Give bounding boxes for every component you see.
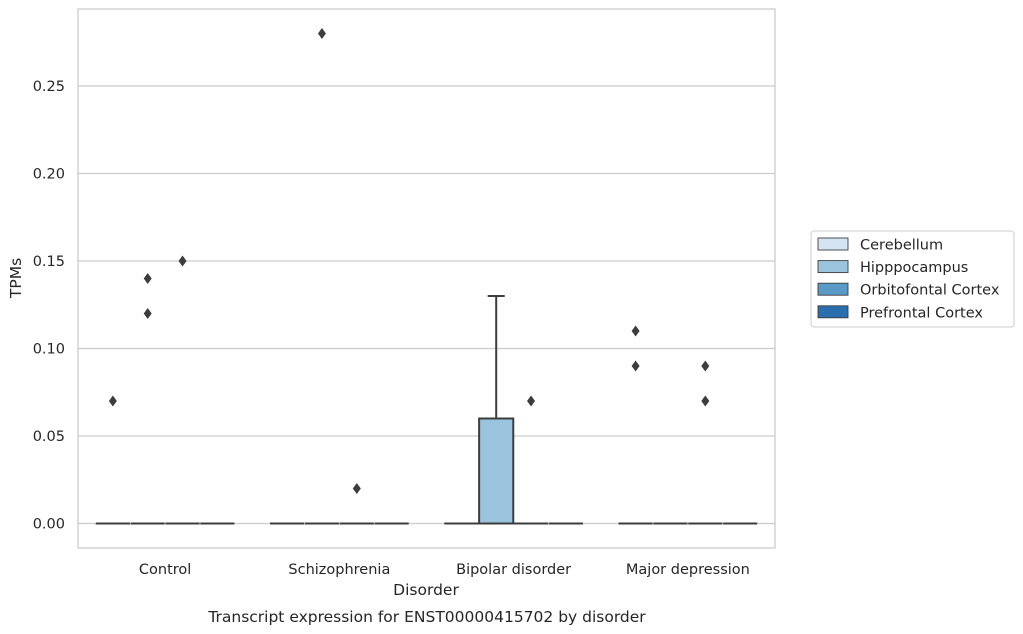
box-group bbox=[478, 295, 515, 525]
outlier-point bbox=[631, 325, 640, 337]
legend-frame bbox=[810, 230, 1015, 328]
y-tick-label: 0.05 bbox=[33, 429, 65, 445]
chart-caption: Transcript expression for ENST0000041570… bbox=[207, 608, 646, 626]
outlier-point bbox=[108, 395, 117, 407]
legend: Cerebellum Hipppocampus Orbitofontal Corte… bbox=[810, 230, 1015, 328]
box-group bbox=[339, 483, 374, 525]
outlier-point bbox=[143, 273, 152, 284]
legend-label: Orbitofontal Cortex bbox=[860, 283, 1000, 299]
legend-label: Cerebellum bbox=[860, 238, 943, 254]
legend-swatch bbox=[817, 282, 849, 296]
outlier-point bbox=[143, 308, 152, 319]
box-group bbox=[95, 395, 130, 525]
outlier-point bbox=[178, 255, 187, 267]
x-tick-label: Major depression bbox=[626, 562, 750, 578]
y-tick-label: 0.20 bbox=[33, 167, 65, 183]
y-axis-label: TPMs bbox=[7, 258, 25, 299]
box-group bbox=[130, 273, 165, 525]
outlier-point bbox=[631, 360, 640, 372]
y-axis-ticks: 0.00 0.05 0.10 0.15 0.20 0.25 bbox=[33, 79, 65, 533]
x-axis-ticks: Control Schizophrenia Bipolar disorder Majo… bbox=[139, 562, 750, 578]
outlier-point bbox=[317, 28, 326, 39]
y-tick-label: 0.10 bbox=[33, 342, 65, 358]
legend-swatch bbox=[817, 237, 849, 251]
legend-swatch bbox=[817, 260, 849, 274]
outlier-point bbox=[527, 395, 536, 407]
outlier-point bbox=[701, 395, 710, 407]
box-group bbox=[304, 28, 340, 525]
y-tick-label: 0.15 bbox=[33, 254, 65, 270]
box bbox=[478, 417, 515, 525]
y-tick-label: 0.00 bbox=[33, 517, 65, 533]
box-plot-marks bbox=[95, 28, 758, 525]
x-tick-label: Schizophrenia bbox=[288, 562, 390, 578]
y-tick-label: 0.25 bbox=[33, 79, 65, 95]
box-group bbox=[618, 325, 653, 525]
outlier-point bbox=[701, 360, 710, 372]
x-tick-label: Control bbox=[139, 562, 191, 578]
x-axis-label: Disorder bbox=[393, 581, 459, 599]
legend-swatch bbox=[817, 305, 849, 319]
outlier-point bbox=[352, 483, 361, 494]
plot-frame bbox=[77, 8, 776, 549]
gridlines bbox=[78, 85, 775, 525]
box-group bbox=[165, 255, 200, 525]
legend-label: Prefrontal Cortex bbox=[860, 305, 983, 321]
x-tick-label: Bipolar disorder bbox=[456, 562, 571, 578]
legend-label: Hipppocampus bbox=[860, 260, 968, 276]
box-group bbox=[513, 395, 549, 525]
box-group bbox=[688, 360, 723, 525]
